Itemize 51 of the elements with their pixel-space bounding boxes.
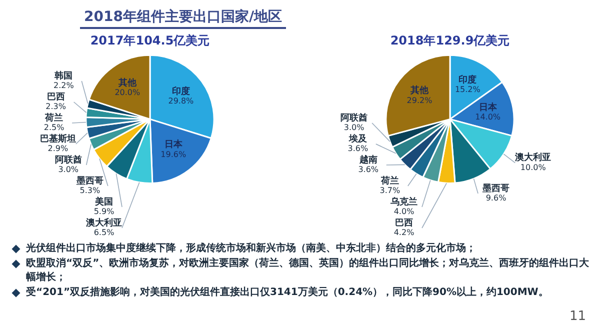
slice-label: 日本 bbox=[164, 139, 184, 150]
slice-label: 巴基斯坦 bbox=[40, 133, 76, 144]
slice-label: 荷兰 bbox=[44, 112, 64, 124]
data-label: 2.9% bbox=[48, 144, 68, 154]
text: 受“201”双反措施影响，对美国的光伏组件直接出口仅3141万美元（0.24%），同比下降90%以上，约100MW。 bbox=[25, 286, 550, 300]
data-label: 3.6% bbox=[358, 165, 379, 174]
data-label: 9.6% bbox=[486, 194, 507, 203]
data-label: 29.2% bbox=[406, 96, 433, 105]
data-label: 4.2% bbox=[394, 228, 415, 238]
slice-label: 其他 bbox=[410, 85, 430, 96]
slice-label: 印度 bbox=[172, 86, 190, 97]
data-label: 19.6% bbox=[160, 150, 186, 159]
data-label: 4.0% bbox=[394, 207, 415, 216]
text: 11 bbox=[569, 309, 586, 324]
data-label: 2.3% bbox=[46, 102, 66, 112]
data-label: 3.0% bbox=[58, 165, 79, 174]
data-label: 2.5% bbox=[44, 123, 65, 132]
chart-title: 2017年104.5亿美元 bbox=[90, 33, 210, 48]
data-label: 3.7% bbox=[380, 186, 400, 196]
data-label: 5.3% bbox=[80, 186, 100, 196]
slice-label: 巴西 bbox=[395, 217, 413, 228]
text: 光伏组件出口市场集中度继续下降，形成传统市场和新兴市场（南美、中东北非）结合的多元化市场； bbox=[24, 242, 477, 256]
slice-label: 埃及 bbox=[348, 133, 368, 144]
data-label: 3.0% bbox=[344, 123, 365, 132]
slice-label: 乌克兰 bbox=[390, 196, 418, 208]
slice-label: 日本 bbox=[478, 102, 498, 113]
slice-label: 荷兰 bbox=[380, 175, 399, 186]
slice-label: 巴西 bbox=[46, 91, 65, 102]
data-label: 20.0% bbox=[114, 88, 141, 98]
data-label: 15.2% bbox=[454, 85, 481, 94]
text: 欧盟取消“双反”、欧洲市场复苏，对欧洲主要国家（荷兰、德国、英国）的组件出口同比增长；对乌克兰、西班牙的组件出口大幅增长； bbox=[25, 257, 590, 285]
slice-label: 澳大利亚 bbox=[85, 217, 122, 228]
data-label: 2.2% bbox=[53, 81, 74, 90]
data-label: 3.6% bbox=[348, 144, 368, 154]
text: 2018年组件主要出口国家/地区 bbox=[80, 8, 286, 29]
slice-label: 韩国 bbox=[54, 70, 73, 82]
slice-label: 越南 bbox=[358, 154, 378, 166]
slice-label: 其他 bbox=[117, 77, 138, 88]
slice-label: 美国 bbox=[94, 196, 113, 208]
slice-label: 墨西哥 bbox=[482, 182, 510, 194]
slice-label: 阿联酋 bbox=[340, 112, 368, 124]
chart-title: 2018年129.9亿美元 bbox=[390, 33, 510, 48]
slice-label: 印度 bbox=[458, 74, 477, 86]
data-label: 6.5% bbox=[94, 228, 115, 238]
slice-label: 墨西哥 bbox=[75, 175, 104, 186]
data-label: 10.0% bbox=[520, 162, 546, 172]
data-label: 29.8% bbox=[168, 96, 194, 106]
data-label: 14.0% bbox=[475, 112, 501, 122]
slice-label: 澳大利亚 bbox=[514, 152, 552, 164]
slice-label: 阿联酋 bbox=[54, 154, 82, 166]
data-label: 5.9% bbox=[94, 207, 115, 216]
